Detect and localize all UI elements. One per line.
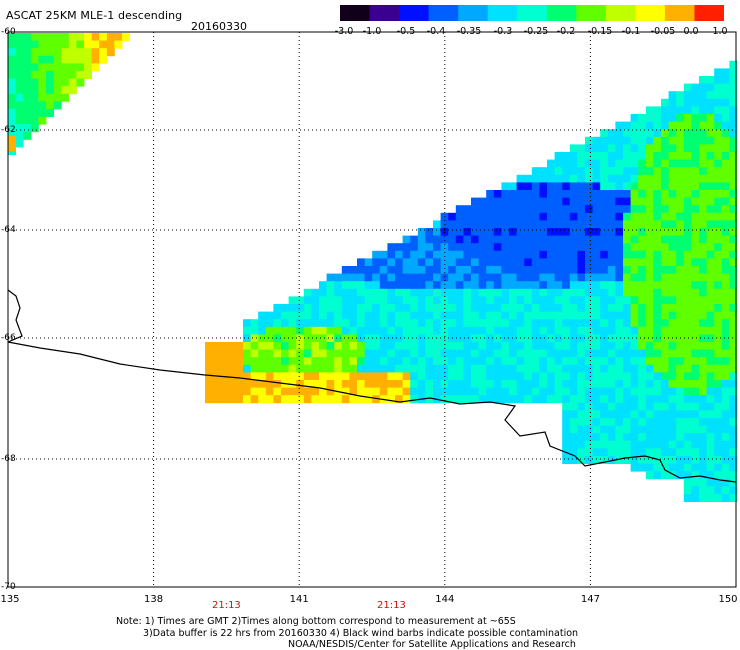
latitude-label: -70 bbox=[1, 582, 16, 592]
color-swatch bbox=[369, 5, 400, 21]
color-swatch bbox=[399, 5, 430, 21]
color-swatch bbox=[546, 5, 577, 21]
color-swatch bbox=[487, 5, 518, 21]
pass-time-label: 21:13 bbox=[376, 600, 406, 611]
map-title: ASCAT 25KM MLE-1 descending bbox=[6, 9, 183, 22]
longitude-label: 138 bbox=[144, 594, 164, 605]
antarctic-coastline bbox=[7, 289, 737, 483]
plot-frame bbox=[7, 31, 737, 588]
latitude-label: -68 bbox=[1, 454, 16, 464]
color-swatch bbox=[694, 5, 725, 21]
longitude-label: 135 bbox=[0, 594, 20, 605]
color-swatch bbox=[605, 5, 636, 21]
color-swatch bbox=[664, 5, 695, 21]
color-scale-bar bbox=[340, 5, 725, 21]
note-line-2: 3)Data buffer is 22 hrs from 20160330 4)… bbox=[143, 628, 579, 639]
note-line-3: NOAA/NESDIS/Center for Satellite Applica… bbox=[288, 639, 576, 650]
latitude-label: -62 bbox=[1, 125, 16, 135]
longitude-label: 141 bbox=[289, 594, 309, 605]
lat-lon-grid bbox=[8, 32, 736, 587]
longitude-label: 147 bbox=[580, 594, 600, 605]
longitude-label: 144 bbox=[435, 594, 455, 605]
wind-data-cells bbox=[8, 33, 738, 502]
latitude-label: -66 bbox=[1, 333, 16, 343]
pass-time-label: 21:13 bbox=[211, 600, 241, 611]
color-swatch bbox=[340, 5, 371, 21]
note-line-1: Note: 1) Times are GMT 2)Times along bot… bbox=[116, 616, 516, 627]
latitude-label: -60 bbox=[1, 27, 16, 37]
color-swatch bbox=[428, 5, 459, 21]
longitude-label: 150 bbox=[718, 594, 738, 605]
map-date: 20160330 bbox=[191, 20, 247, 33]
color-scale-swatches bbox=[340, 5, 725, 21]
color-swatch bbox=[635, 5, 666, 21]
color-swatch bbox=[458, 5, 489, 21]
color-swatch bbox=[517, 5, 548, 21]
color-swatch bbox=[576, 5, 607, 21]
latitude-label: -64 bbox=[1, 225, 16, 235]
